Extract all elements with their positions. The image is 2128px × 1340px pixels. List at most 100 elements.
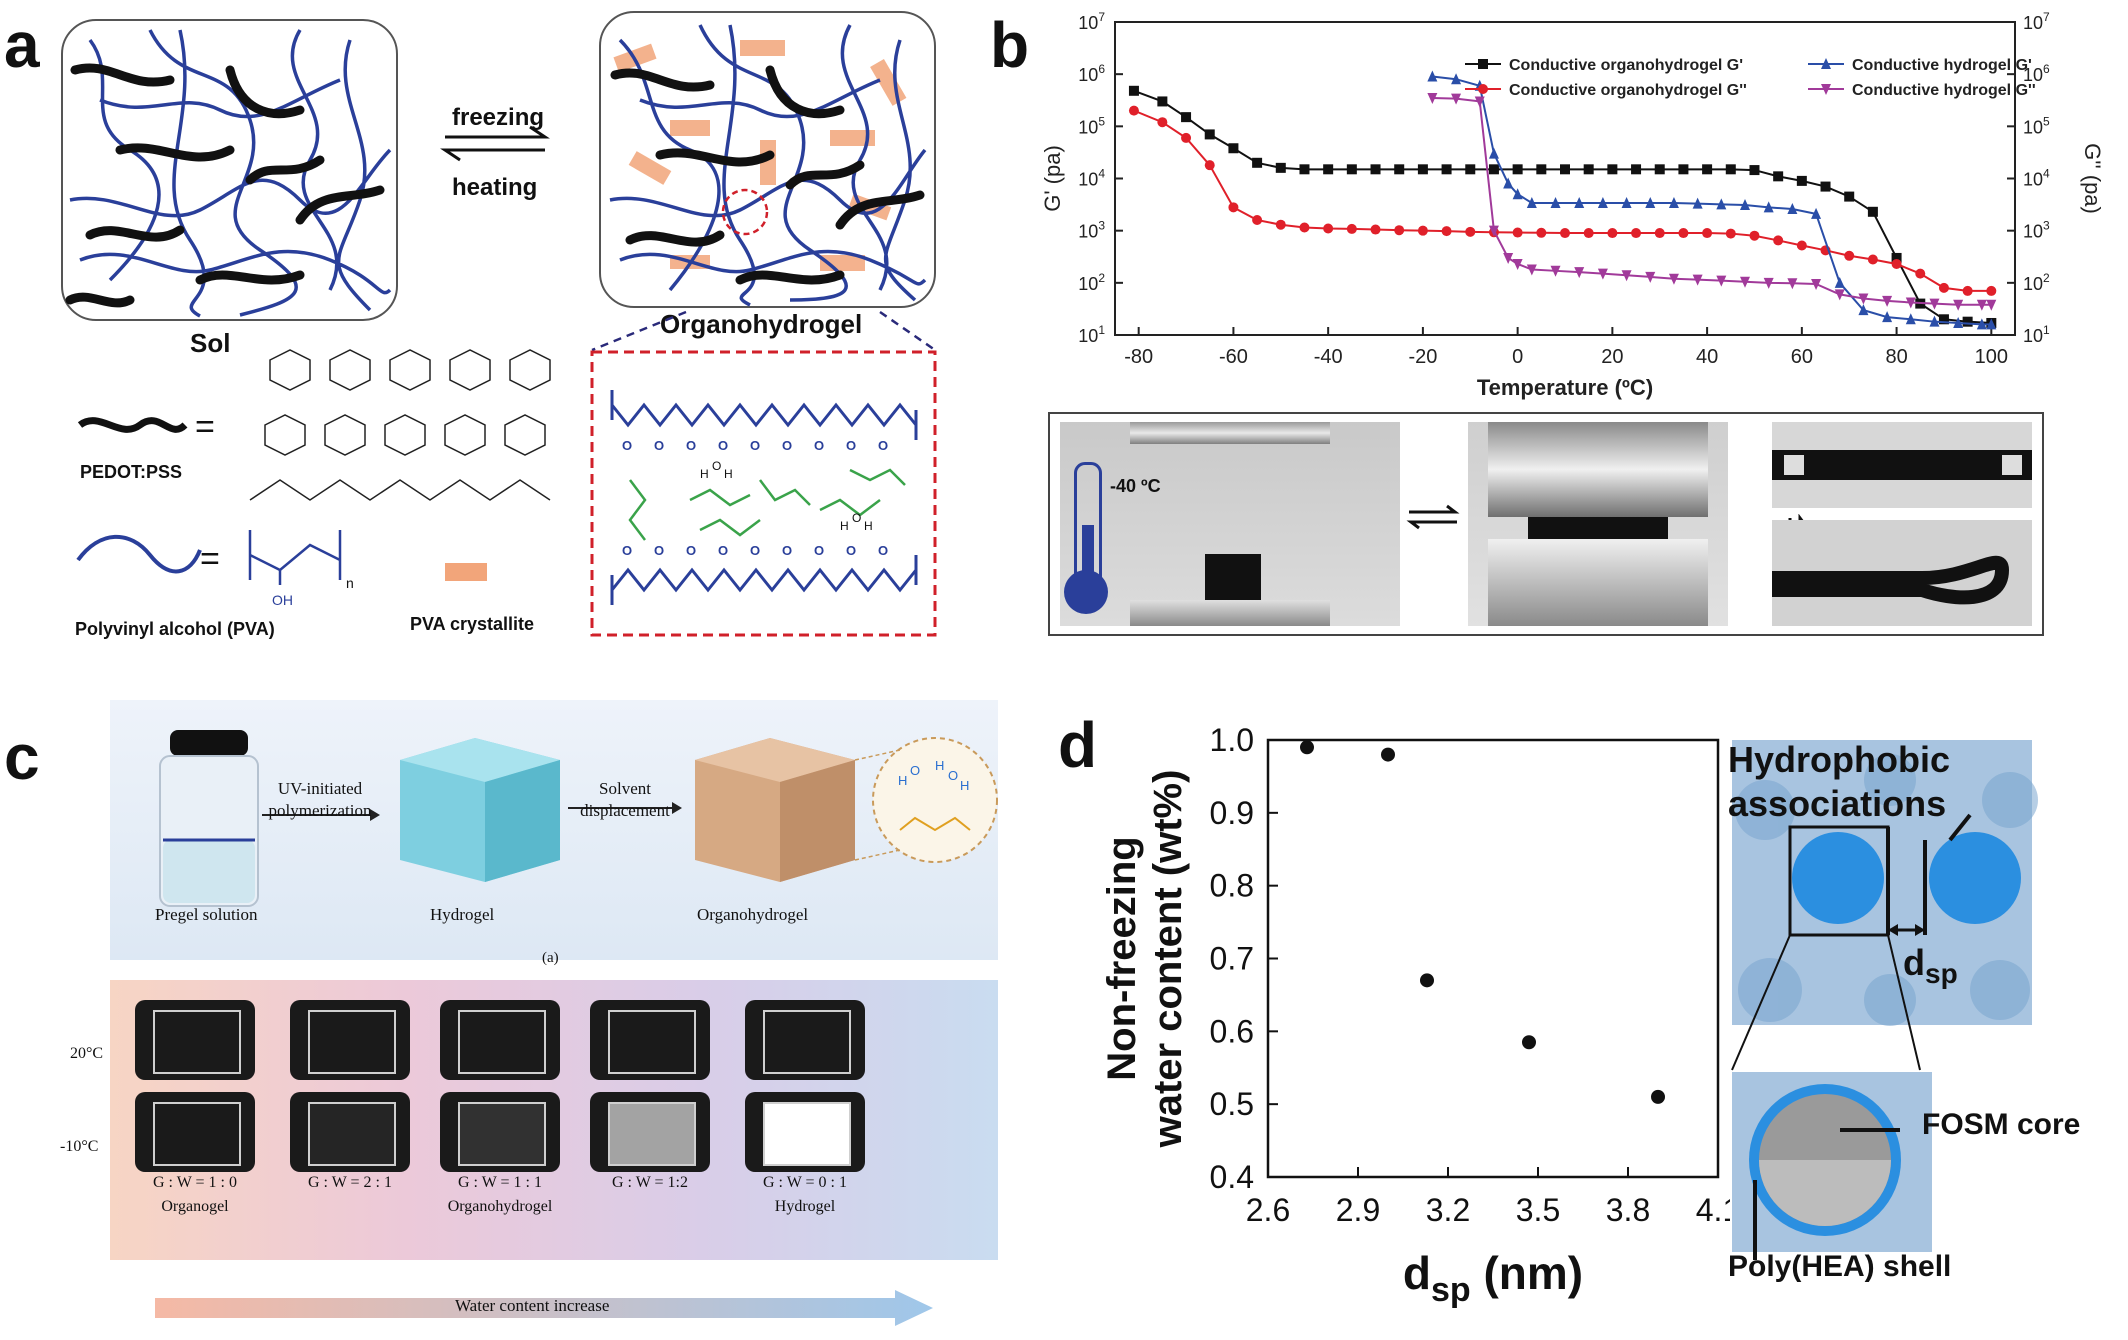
gel-sample-photo	[590, 1000, 710, 1080]
zoom-pva-chains	[610, 390, 918, 605]
gel-square	[458, 1010, 546, 1074]
data-point	[1905, 313, 1916, 325]
data-point	[1953, 299, 1964, 311]
svg-text:H: H	[898, 773, 907, 788]
x-tick-label: 2.9	[1336, 1192, 1380, 1228]
data-point	[1503, 177, 1514, 189]
gel-sample-photo	[290, 1000, 410, 1080]
caption-organohydrogel: Organohydrogel	[697, 905, 809, 924]
data-point	[1811, 278, 1822, 290]
svg-text:O: O	[718, 543, 728, 558]
y2-tick-label: 105	[2023, 114, 2050, 137]
data-point	[1427, 92, 1438, 104]
vial-cap	[170, 730, 248, 756]
x-tick-label: 2.6	[1246, 1192, 1290, 1228]
data-point	[1740, 199, 1750, 211]
data-point	[1536, 227, 1547, 238]
data-point	[1976, 318, 1987, 330]
data-point	[1820, 181, 1831, 192]
series-line	[1432, 96, 1992, 306]
pedot-equals: =	[195, 408, 215, 446]
data-point	[1953, 316, 1964, 328]
data-point	[1668, 273, 1679, 285]
svg-text:O: O	[622, 438, 632, 453]
data-point	[1323, 223, 1334, 234]
y-axis-label: G' (pa)	[1040, 145, 1065, 212]
zoom-box	[590, 350, 937, 637]
zoom-circle	[721, 188, 769, 236]
data-point	[1962, 316, 1973, 327]
data-point	[1574, 196, 1585, 208]
freezing-text: freezing	[452, 104, 544, 131]
data-point	[1451, 93, 1462, 105]
zoom-lines	[591, 310, 936, 352]
data-point	[1441, 226, 1452, 237]
svg-text:O: O	[814, 438, 824, 453]
data-point	[1204, 160, 1215, 171]
svg-text:O: O	[910, 763, 920, 778]
data-point	[1929, 298, 1940, 310]
data-point	[1228, 202, 1239, 213]
panel-d: d 2.6 2.9 3.2 3.5 3.8 4.1 0.4 0.5 0.6 0.7 0.8 0.9 1.…	[1010, 690, 2128, 1340]
sol-pedot	[65, 63, 385, 308]
data-point	[1796, 240, 1807, 251]
y2-tick-label: 107	[2023, 10, 2050, 33]
data-point	[1512, 258, 1523, 270]
x-tick-label: 20	[1601, 346, 1623, 368]
gel-ratio-label: G : W = 1 : 0	[153, 1174, 237, 1191]
data-point	[1915, 268, 1926, 279]
equilibrium-arrows	[440, 125, 550, 162]
data-point	[1512, 164, 1523, 175]
x-tick-label: 0	[1512, 346, 1523, 368]
panel-a-label: a	[4, 9, 40, 81]
data-point	[1844, 191, 1855, 202]
data-point	[1651, 1089, 1665, 1104]
data-point	[1654, 228, 1665, 239]
data-point	[1275, 219, 1286, 230]
data-point	[1986, 299, 1997, 311]
gel-sample-photo	[440, 1000, 560, 1080]
series-3	[1427, 92, 1997, 311]
sol-label-text: Sol	[190, 328, 230, 358]
svg-text:O: O	[686, 543, 696, 558]
x-tick-label: 60	[1791, 346, 1813, 368]
data-point	[1621, 196, 1632, 208]
data-point	[1891, 258, 1902, 269]
vial-liquid	[163, 840, 255, 903]
svg-text:H: H	[700, 467, 709, 481]
data-point	[1503, 252, 1514, 264]
micelle-left	[1792, 832, 1884, 924]
pedot-label-text: PEDOT:PSS	[80, 462, 182, 482]
data-point	[1692, 274, 1703, 286]
data-point	[1394, 225, 1405, 236]
data-point	[1692, 197, 1703, 209]
x-axis-label: Temperature (ºC)	[1477, 375, 1653, 400]
pva-label-text: Polyvinyl alcohol (PVA)	[75, 619, 275, 639]
data-point	[1522, 1035, 1536, 1050]
data-point	[1607, 228, 1618, 239]
y-tick-label: 1.0	[1210, 722, 1254, 758]
x-tick-label: 4.1	[1696, 1192, 1730, 1228]
data-point	[1597, 268, 1608, 280]
data-point	[1716, 198, 1727, 210]
gel-sample-photo	[290, 1092, 410, 1172]
data-point	[1821, 58, 1831, 69]
data-point	[1488, 164, 1499, 175]
data-point	[1834, 289, 1845, 301]
svg-text:O: O	[654, 543, 664, 558]
x-tick-label: 40	[1696, 346, 1718, 368]
shell-label: Poly(HEA) shell	[1728, 1250, 1952, 1283]
data-point	[1763, 277, 1774, 289]
caption-hydrogel: Hydrogel	[430, 905, 495, 924]
x-tick-label: -40	[1314, 346, 1343, 368]
data-point	[1882, 295, 1893, 307]
zoom-eg-molecules	[628, 468, 906, 541]
data-point	[1181, 112, 1192, 123]
y-tick-label: 0.6	[1210, 1013, 1254, 1049]
data-point	[1867, 206, 1878, 217]
y-axis-label: Non-freezingwater content (wt%)	[1100, 770, 1190, 1149]
step1-label: UV-initiated polymerization	[268, 779, 372, 820]
caption-pregel: Pregel solution	[155, 905, 258, 924]
data-point	[1417, 164, 1428, 175]
